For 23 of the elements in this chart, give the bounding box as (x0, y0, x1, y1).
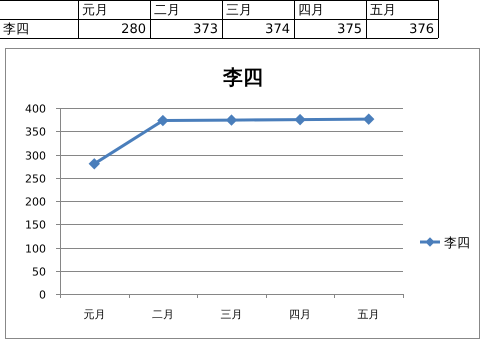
y-tick-label: 400 (25, 102, 46, 116)
y-tick-label: 0 (39, 288, 46, 302)
point (363, 114, 374, 125)
legend-label: 李四 (444, 236, 470, 251)
chart-title: 李四 (222, 65, 263, 89)
x-tick-label: 五月 (358, 308, 380, 321)
point (88, 158, 100, 170)
x-tick-label: 四月 (289, 308, 312, 321)
y-tick-label: 250 (25, 172, 46, 186)
x-tick-label: 二月 (152, 308, 174, 321)
x-tick-label: 三月 (220, 308, 242, 321)
legend: 李四 (420, 236, 470, 251)
data-table: 元月 二月 三月 四月 五月 李四 280 373 374 375 376 (0, 0, 439, 39)
y-tick-label: 50 (32, 266, 46, 278)
y-tick-label: 150 (25, 218, 46, 232)
y-tick-label: 200 (25, 196, 46, 208)
point (226, 114, 237, 126)
y-tick-label: 350 (25, 126, 46, 138)
x-tick-label: 元月 (83, 308, 106, 321)
point (157, 115, 168, 126)
point (294, 114, 306, 126)
y-tick-label: 300 (25, 150, 46, 162)
y-tick-label: 100 (25, 242, 46, 256)
